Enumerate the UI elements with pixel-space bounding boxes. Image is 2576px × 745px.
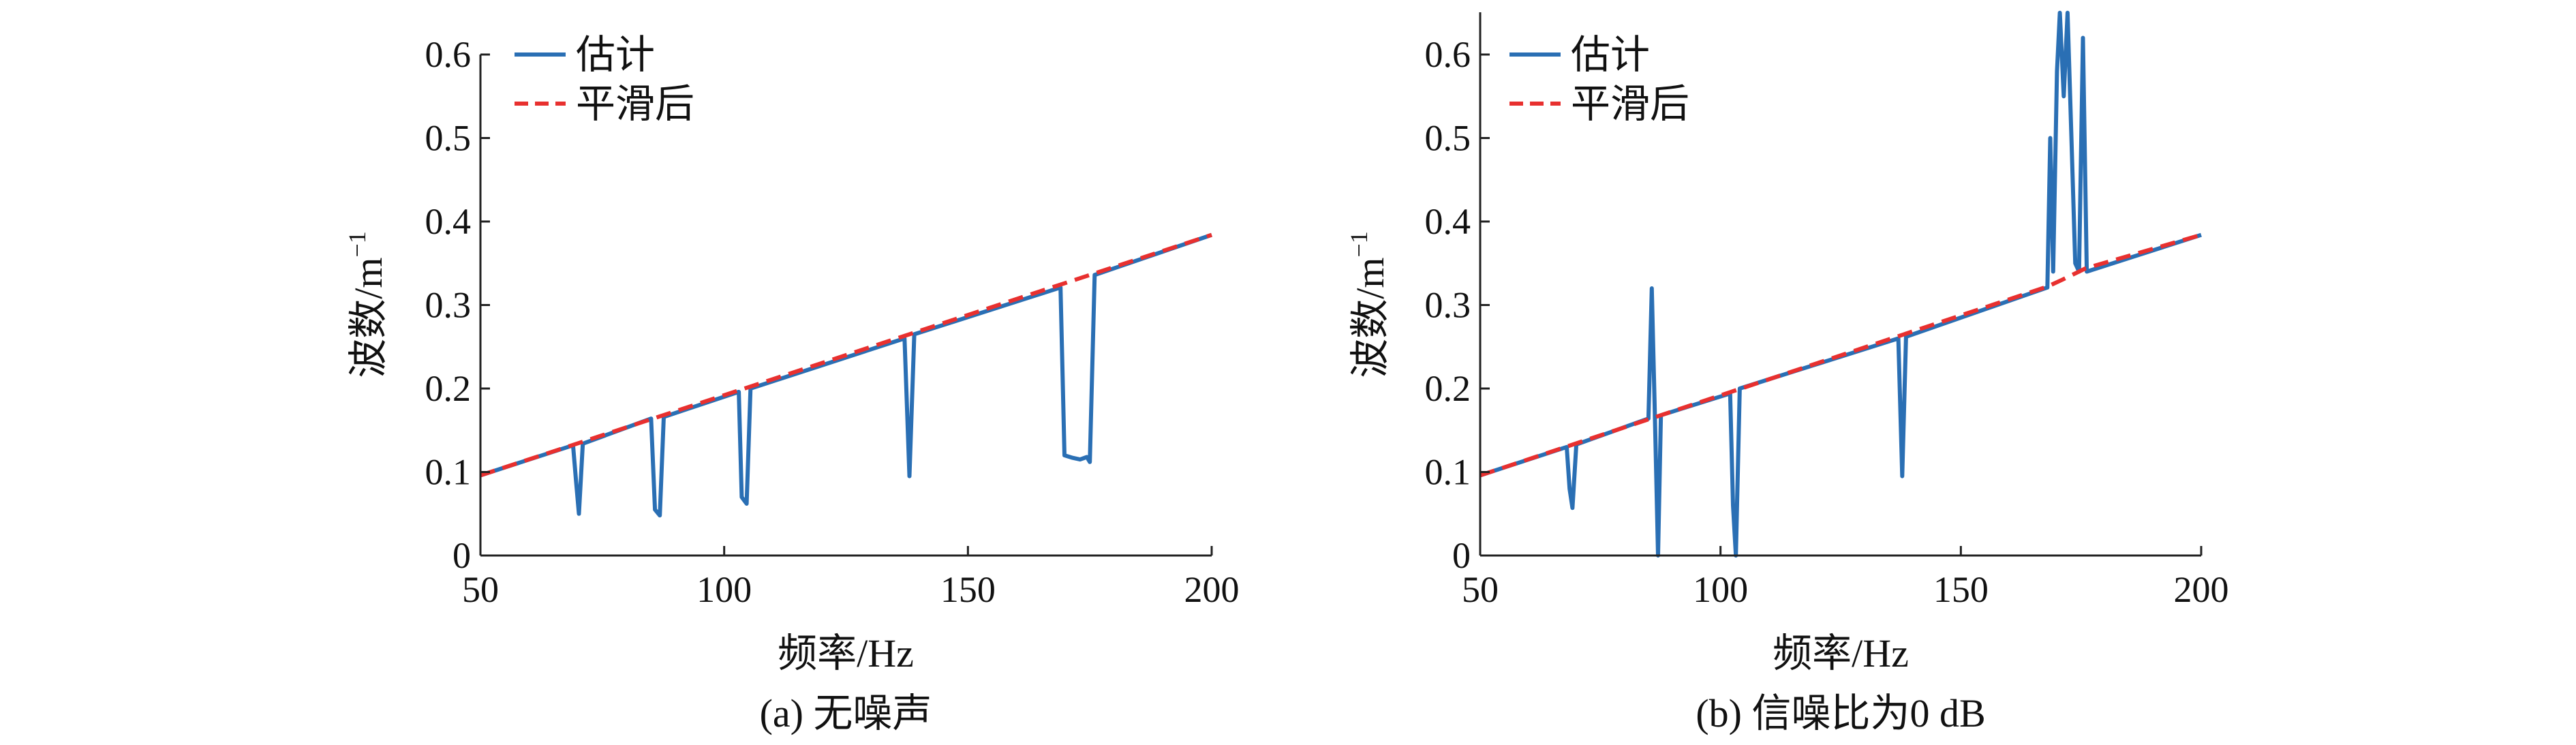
panel-caption: (a) 无噪声 <box>760 691 932 735</box>
y-axis-label-unit-exponent: −1 <box>343 231 371 257</box>
series-layer <box>480 232 1212 518</box>
y-tick-label: 0.4 <box>425 201 472 242</box>
y-tick-label: 0.2 <box>425 368 472 409</box>
x-tick-label: 200 <box>2174 569 2229 610</box>
y-tick-label: 0.6 <box>1425 34 1471 75</box>
y-tick-label: 0 <box>453 535 471 576</box>
series-line-smoothed <box>480 232 1212 478</box>
y-tick-label: 0.3 <box>425 285 472 326</box>
y-axis-label-text: 波数/m <box>346 258 390 378</box>
y-tick-label: 0.6 <box>425 34 472 75</box>
series-line-smoothed <box>1479 232 2202 478</box>
legend-label-estimate: 估计 <box>1571 33 1650 77</box>
series-layer <box>1479 10 2202 558</box>
y-axis-label: 波数/m−1 <box>1345 231 1392 378</box>
x-tick-label: 50 <box>1462 569 1499 610</box>
y-tick-label: 0.5 <box>1425 118 1471 159</box>
y-axis-label-text: 波数/m <box>1348 258 1392 378</box>
legend-label-smoothed: 平滑后 <box>1571 82 1689 126</box>
x-ticks: 50 100 150 200 <box>1462 546 2229 610</box>
y-tick-label: 0 <box>1452 535 1471 576</box>
x-ticks: 50 100 150 200 <box>462 546 1240 610</box>
legend: 估计 平滑后 <box>515 33 694 126</box>
y-tick-label: 0.1 <box>425 452 472 493</box>
y-ticks: 0 0.1 0.2 0.3 0.4 0.5 0.6 <box>425 34 490 576</box>
chart-panel-b: 50 100 150 200 0 0.1 0.2 0.3 0.4 0.5 0.6 估计 平滑后 频… <box>1345 10 2229 735</box>
y-axis-label: 波数/m−1 <box>343 231 390 378</box>
y-ticks: 0 0.1 0.2 0.3 0.4 0.5 0.6 <box>1425 34 1490 576</box>
series-line-estimate <box>480 232 1212 518</box>
y-tick-label: 0.1 <box>1425 452 1471 493</box>
x-axis-label: 频率/Hz <box>778 631 914 675</box>
legend: 估计 平滑后 <box>1509 33 1689 126</box>
x-tick-label: 150 <box>940 569 996 610</box>
x-tick-label: 150 <box>1933 569 1989 610</box>
x-axis-label: 频率/Hz <box>1773 631 1909 675</box>
x-tick-label: 100 <box>696 569 752 610</box>
y-tick-label: 0.5 <box>425 118 472 159</box>
svg-text:波数/m−1: 波数/m−1 <box>343 231 390 378</box>
legend-label-smoothed: 平滑后 <box>576 82 694 126</box>
panel-caption: (b) 信噪比为0 dB <box>1696 691 1985 735</box>
x-tick-label: 100 <box>1693 569 1748 610</box>
y-tick-label: 0.2 <box>1425 368 1471 409</box>
legend-label-estimate: 估计 <box>576 33 655 77</box>
y-tick-label: 0.3 <box>1425 285 1471 326</box>
chart-panel-a: 50 100 150 200 0 0.1 0.2 0.3 0.4 0.5 0.6 估计 平滑后 频… <box>343 33 1240 735</box>
y-axis-label-unit-exponent: −1 <box>1345 231 1373 257</box>
x-tick-label: 50 <box>462 569 499 610</box>
x-tick-label: 200 <box>1184 569 1240 610</box>
svg-text:波数/m−1: 波数/m−1 <box>1345 231 1392 378</box>
y-tick-label: 0.4 <box>1425 201 1471 242</box>
